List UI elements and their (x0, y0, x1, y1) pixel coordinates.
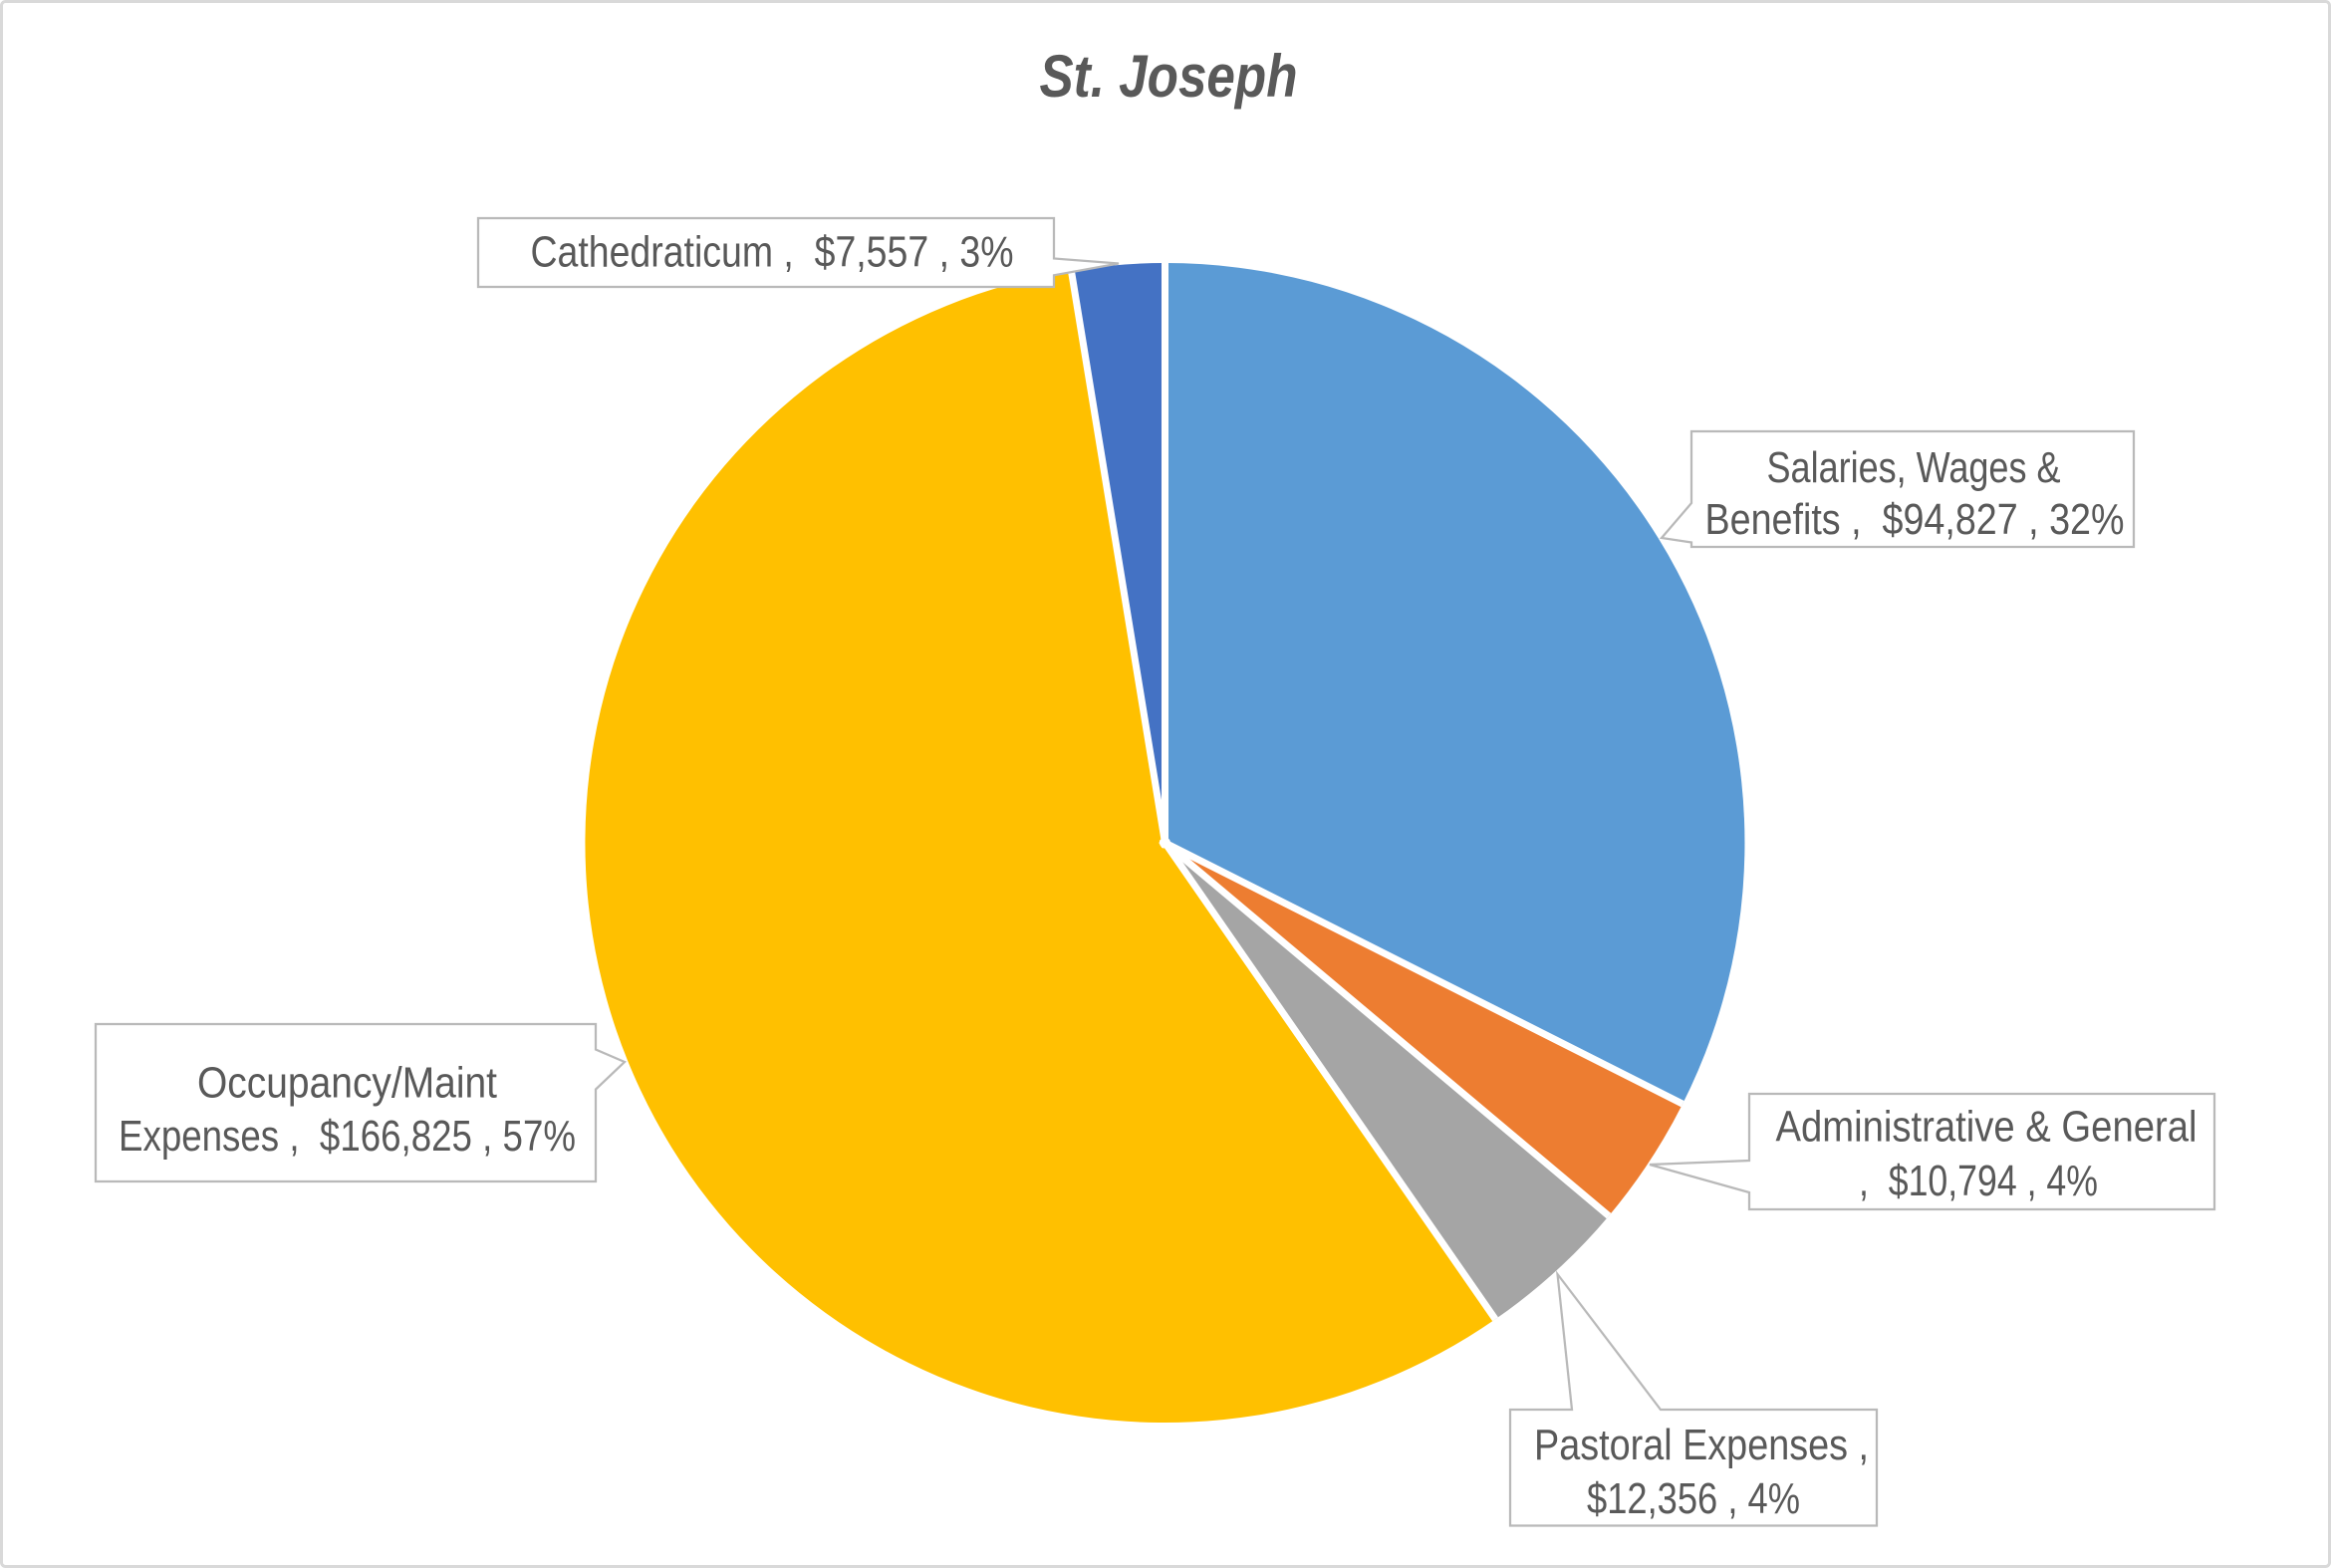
svg-text:, $10,794 , 4%: , $10,794 , 4% (1859, 1157, 2098, 1205)
svg-text:Cathedraticum , $7,557 , 3%: Cathedraticum , $7,557 , 3% (531, 228, 1014, 277)
svg-text:Administrative & General: Administrative & General (1776, 1103, 2198, 1152)
svg-text:Benefits , $94,827 , 32%: Benefits , $94,827 , 32% (1705, 495, 2125, 544)
svg-text:Pastoral Expenses ,: Pastoral Expenses , (1534, 1421, 1869, 1469)
svg-text:Salaries, Wages &: Salaries, Wages & (1767, 443, 2061, 492)
svg-text:$12,356 , 4%: $12,356 , 4% (1587, 1474, 1800, 1523)
svg-text:Occupancy/Maint: Occupancy/Maint (197, 1058, 497, 1107)
svg-text:Expenses , $166,825 , 57%: Expenses , $166,825 , 57% (119, 1112, 576, 1161)
svg-text:St. Joseph: St. Joseph (1040, 43, 1298, 110)
